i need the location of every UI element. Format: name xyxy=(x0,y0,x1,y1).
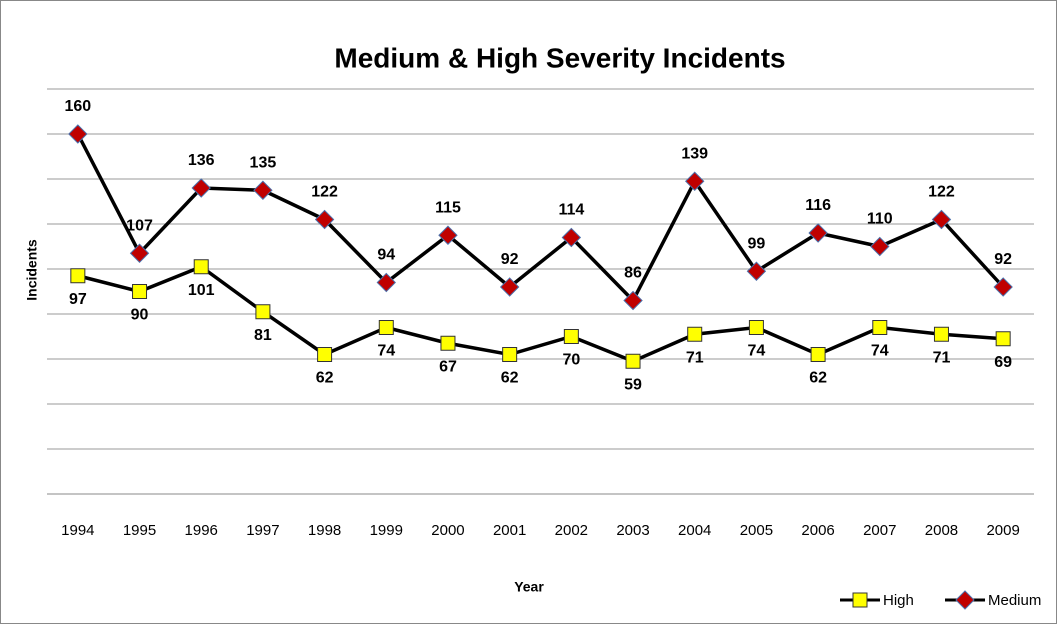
data-label: 116 xyxy=(805,197,831,214)
x-tick-label: 2004 xyxy=(678,522,711,539)
data-label: 92 xyxy=(501,251,519,268)
marker xyxy=(993,277,1013,297)
marker xyxy=(255,304,271,320)
x-tick-label: 2001 xyxy=(493,522,526,539)
data-label: 90 xyxy=(131,307,149,324)
marker xyxy=(499,277,520,297)
x-tick-label: 2007 xyxy=(863,522,896,539)
marker xyxy=(808,223,828,243)
marker xyxy=(931,209,952,230)
data-label: 71 xyxy=(933,349,951,366)
x-tick-label: 1999 xyxy=(370,522,403,539)
data-label: 70 xyxy=(562,352,580,369)
marker xyxy=(623,290,643,311)
data-label: 62 xyxy=(316,370,334,387)
marker xyxy=(933,326,949,342)
x-tick-label: 1996 xyxy=(185,522,218,539)
data-label: 74 xyxy=(871,343,889,360)
data-label: 74 xyxy=(748,343,766,360)
marker xyxy=(129,243,150,263)
data-label: 122 xyxy=(311,184,338,201)
series-line xyxy=(77,264,1004,364)
marker xyxy=(440,335,456,351)
data-label: 101 xyxy=(188,282,215,299)
data-label: 139 xyxy=(681,145,708,162)
marker xyxy=(68,124,88,144)
data-label: 59 xyxy=(624,376,642,393)
data-label: 122 xyxy=(928,184,955,201)
marker xyxy=(193,259,209,275)
data-label: 99 xyxy=(748,235,766,252)
data-label: 136 xyxy=(188,152,215,169)
legend-label: High xyxy=(883,592,914,609)
marker xyxy=(625,353,641,369)
data-label: 81 xyxy=(254,327,272,344)
marker xyxy=(995,331,1011,347)
marker xyxy=(317,347,333,362)
marker xyxy=(563,329,579,344)
x-tick-label: 1994 xyxy=(61,522,94,539)
x-tick-label: 2008 xyxy=(925,522,958,539)
marker xyxy=(314,209,335,230)
x-tick-label: 2000 xyxy=(431,522,464,539)
marker xyxy=(132,284,148,299)
data-label: 135 xyxy=(250,154,277,171)
data-label: 160 xyxy=(64,98,91,115)
legend-label: Medium xyxy=(988,592,1041,609)
x-tick-label: 1998 xyxy=(308,522,341,539)
marker xyxy=(870,236,890,257)
data-label: 71 xyxy=(686,349,704,366)
marker xyxy=(685,171,705,191)
x-tick-label: 2005 xyxy=(740,522,773,539)
data-label: 86 xyxy=(624,265,642,282)
marker xyxy=(687,326,703,342)
marker xyxy=(561,227,582,248)
marker xyxy=(502,347,518,362)
x-tick-label: 2009 xyxy=(986,522,1019,539)
x-tick-label: 2002 xyxy=(555,522,588,539)
x-tick-label: 2003 xyxy=(616,522,649,539)
marker xyxy=(438,225,458,245)
data-label: 74 xyxy=(377,343,395,360)
marker xyxy=(376,272,396,293)
x-axis-title: Year xyxy=(514,579,544,595)
marker xyxy=(191,178,211,198)
marker xyxy=(872,320,888,335)
data-label: 114 xyxy=(558,202,584,219)
data-label: 62 xyxy=(809,370,827,387)
data-label: 115 xyxy=(435,199,461,216)
x-tick-label: 2006 xyxy=(801,522,834,539)
data-label: 94 xyxy=(377,247,395,264)
x-tick-label: 1995 xyxy=(123,522,156,539)
marker xyxy=(852,592,868,608)
data-label: 92 xyxy=(994,251,1012,268)
marker xyxy=(955,590,975,610)
marker xyxy=(748,320,764,335)
marker xyxy=(746,261,767,281)
marker xyxy=(70,268,86,284)
data-label: 62 xyxy=(501,370,519,387)
series-line xyxy=(76,133,1005,304)
data-label: 97 xyxy=(69,291,87,308)
marker xyxy=(810,347,826,362)
x-tick-label: 1997 xyxy=(246,522,279,539)
chart-title: Medium & High Severity Incidents xyxy=(334,42,785,73)
y-axis-title: Incidents xyxy=(24,239,40,301)
data-label: 69 xyxy=(994,354,1012,371)
marker xyxy=(253,180,273,200)
data-label: 110 xyxy=(867,211,893,228)
marker xyxy=(378,320,394,335)
data-label: 107 xyxy=(126,217,153,234)
data-label: 67 xyxy=(439,358,457,375)
